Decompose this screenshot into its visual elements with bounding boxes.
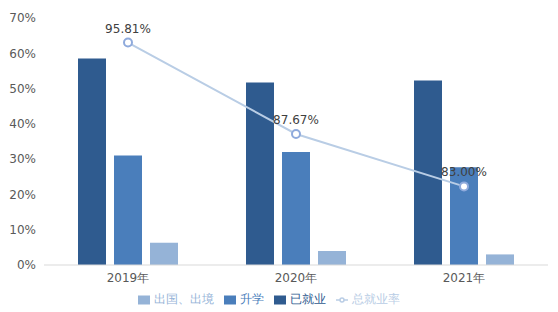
svg-text:2021年: 2021年 [443,271,486,285]
svg-text:95.81%: 95.81% [105,22,151,36]
svg-text:60%: 60% [9,47,36,61]
html-text:总就业率: 总就业率 [352,292,400,306]
html-text:升学: 升学 [240,292,264,306]
html-text:出国、出境: 出国、出境 [154,292,214,306]
svg-text:2020年: 2020年 [275,271,318,285]
svg-text:40%: 40% [9,117,36,131]
svg-text:0%: 0% [17,258,36,272]
svg-text:2019年: 2019年 [107,271,150,285]
svg-text:30%: 30% [9,152,36,166]
html-text:已就业: 已就业 [290,292,326,306]
svg-text:50%: 50% [9,82,36,96]
svg-text:70%: 70% [9,11,36,25]
svg-text:10%: 10% [9,223,36,237]
svg-text:83.00%: 83.00% [441,165,487,179]
svg-text:20%: 20% [9,188,36,202]
svg-text:87.67%: 87.67% [273,113,319,127]
